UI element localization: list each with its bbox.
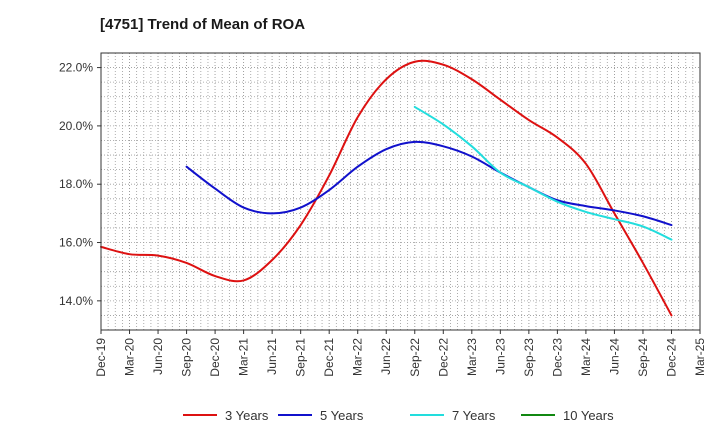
grid-lines bbox=[101, 53, 700, 330]
x-tick-label: Jun-21 bbox=[265, 338, 279, 375]
x-tick-label: Jun-24 bbox=[607, 338, 621, 375]
legend-label-5-years: 5 Years bbox=[320, 408, 364, 423]
x-tick-label: Sep-21 bbox=[294, 338, 308, 377]
plot-frame bbox=[100, 52, 701, 331]
x-tick-label: Dec-21 bbox=[322, 338, 336, 377]
series-line-5-years bbox=[185, 140, 673, 227]
series-line-7-years bbox=[413, 105, 673, 241]
series-line-3-years bbox=[100, 59, 673, 317]
x-tick-label: Mar-22 bbox=[351, 338, 365, 376]
x-tick-label: Sep-22 bbox=[408, 338, 422, 377]
x-tick-label: Dec-22 bbox=[436, 338, 450, 377]
x-tick-label: Mar-25 bbox=[693, 338, 707, 376]
x-tick-label: Dec-24 bbox=[664, 338, 678, 377]
x-tick-label: Sep-20 bbox=[180, 338, 194, 377]
x-tick-label: Sep-23 bbox=[522, 338, 536, 377]
y-tick-label: 14.0% bbox=[59, 294, 93, 308]
y-axis-ticks: 14.0% 16.0% 18.0% 20.0% 22.0% bbox=[59, 61, 101, 308]
x-tick-label: Sep-24 bbox=[636, 338, 650, 377]
y-tick-label: 16.0% bbox=[59, 236, 93, 250]
x-tick-label: Mar-20 bbox=[123, 338, 137, 376]
x-tick-label: Dec-19 bbox=[94, 338, 108, 377]
x-tick-label: Jun-20 bbox=[151, 338, 165, 375]
legend: 3 Years 5 Years 7 Years 10 Years bbox=[183, 408, 614, 423]
chart-title: [4751] Trend of Mean of ROA bbox=[100, 16, 305, 33]
y-tick-label: 22.0% bbox=[59, 61, 93, 75]
series-lines bbox=[100, 59, 673, 317]
x-tick-label: Dec-23 bbox=[550, 338, 564, 377]
y-tick-label: 20.0% bbox=[59, 119, 93, 133]
x-tick-label: Mar-24 bbox=[579, 338, 593, 376]
legend-label-3-years: 3 Years bbox=[225, 408, 269, 423]
x-tick-label: Jun-23 bbox=[493, 338, 507, 375]
legend-label-7-years: 7 Years bbox=[452, 408, 496, 423]
x-tick-label: Mar-21 bbox=[237, 338, 251, 376]
legend-label-10-years: 10 Years bbox=[563, 408, 614, 423]
x-axis-ticks: Dec-19 Mar-20 Jun-20 Sep-20 Dec-20 Mar-21 Jun-… bbox=[94, 330, 707, 377]
y-tick-label: 18.0% bbox=[59, 177, 93, 191]
x-tick-label: Dec-20 bbox=[208, 338, 222, 377]
x-tick-label: Jun-22 bbox=[379, 338, 393, 375]
x-tick-label: Mar-23 bbox=[465, 338, 479, 376]
